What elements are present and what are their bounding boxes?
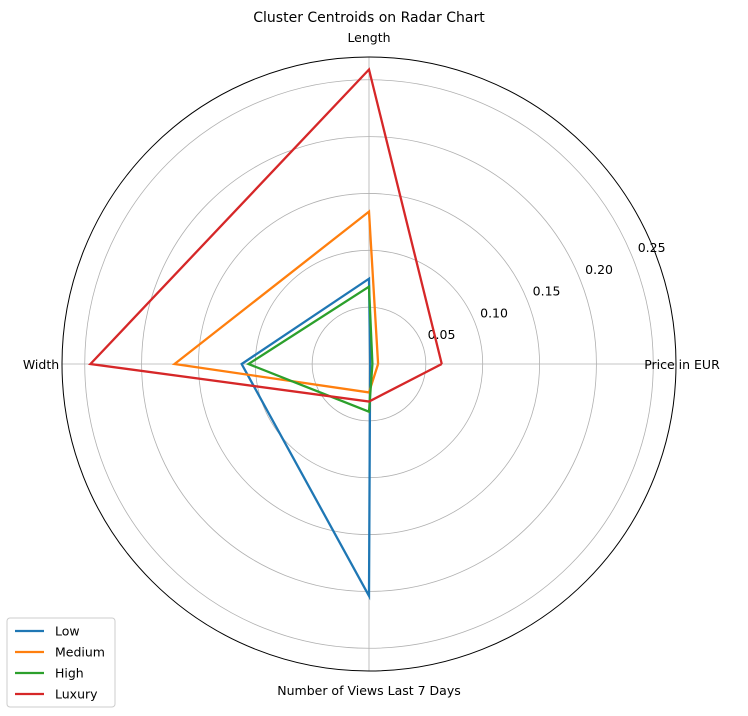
radial-tick-labels: 0.05 0.10 0.15 0.20 0.25 xyxy=(428,240,666,342)
legend: Low Medium High Luxury xyxy=(6,617,116,708)
r-tick-label: 0.10 xyxy=(480,305,508,320)
r-tick-label: 0.05 xyxy=(428,327,456,342)
legend-label: Low xyxy=(55,624,80,639)
legend-label: High xyxy=(55,666,84,681)
legend-label: Luxury xyxy=(55,687,98,702)
axis-labels: Price in EUR Length Width Number of Views L… xyxy=(23,30,720,698)
chart-title: Cluster Centroids on Radar Chart xyxy=(253,10,485,26)
axis-label: Price in EUR xyxy=(644,357,720,372)
series-line-high xyxy=(245,284,374,414)
r-tick-label: 0.20 xyxy=(585,262,613,277)
axis-label: Length xyxy=(347,30,390,45)
r-tick-label: 0.25 xyxy=(638,240,666,255)
series-lines xyxy=(88,67,443,601)
series-line-medium xyxy=(171,209,380,394)
r-tick-label: 0.15 xyxy=(533,284,561,299)
legend-frame xyxy=(6,617,116,708)
polar-frame xyxy=(61,56,677,672)
series-line-luxury xyxy=(88,67,443,403)
axis-label: Width xyxy=(23,357,59,372)
legend-label: Medium xyxy=(55,645,105,660)
axis-label: Number of Views Last 7 Days xyxy=(277,683,461,698)
